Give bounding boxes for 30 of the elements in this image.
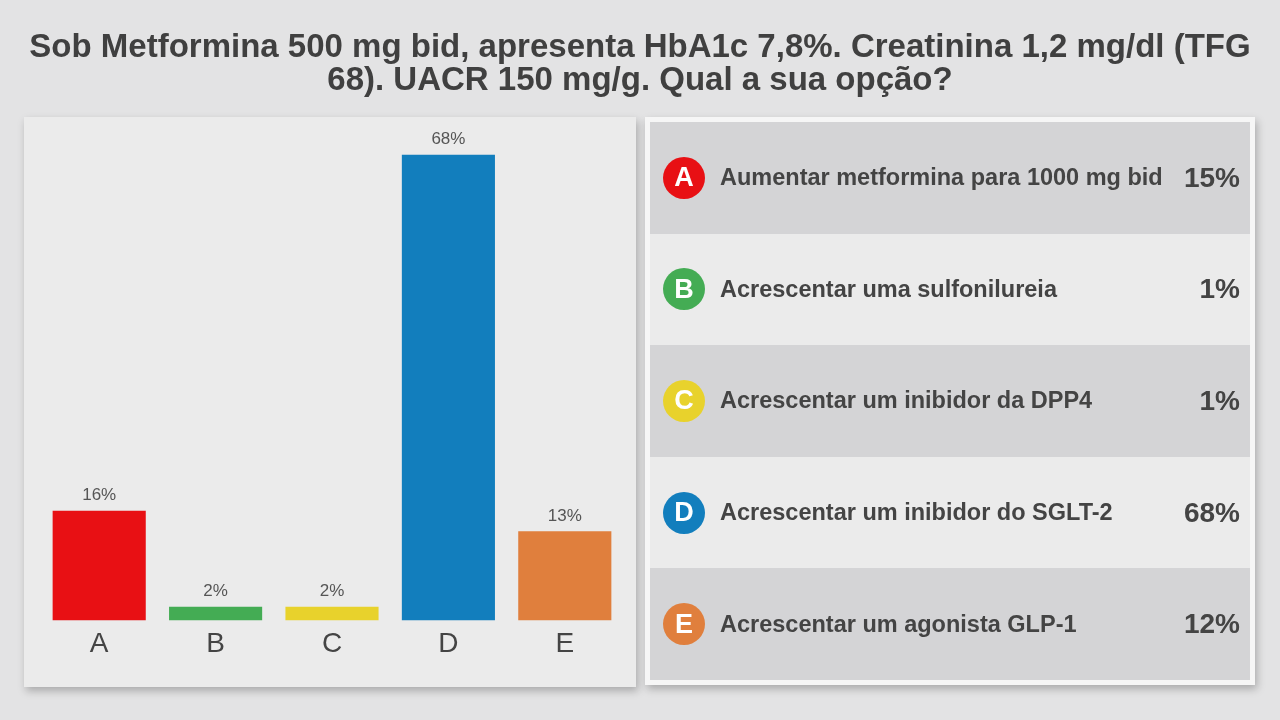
x-tick-label: A bbox=[89, 626, 109, 658]
bar bbox=[52, 510, 146, 621]
data-label: 13% bbox=[547, 505, 582, 525]
bar bbox=[285, 606, 379, 621]
x-tick-label: B bbox=[206, 626, 225, 658]
chart-title: Sob Metformina 500 mg bid, apresenta HbA1c 7,8%. Creatinina 1,2 mg/dl (TFG 68). UACR 150 mg/g. Qual a sua opção? bbox=[29, 27, 1251, 97]
category-label: A bbox=[674, 162, 694, 194]
data-label: 16% bbox=[82, 485, 117, 505]
x-tick-label: C bbox=[321, 626, 343, 658]
bar bbox=[169, 606, 263, 621]
data-label: 2% bbox=[203, 580, 228, 600]
text: 12% bbox=[1183, 608, 1240, 640]
category-label: C bbox=[674, 385, 694, 417]
x-tick-label: D bbox=[438, 626, 459, 658]
data-label: 2% bbox=[319, 580, 345, 600]
category-label: D bbox=[674, 497, 694, 529]
bar bbox=[518, 531, 612, 621]
category-label: Acrescentar uma sulfonilureia bbox=[720, 275, 1057, 302]
category-label: Acrescentar um agonista GLP-1 bbox=[720, 610, 1077, 637]
category-label: Acrescentar um inibidor do SGLT-2 bbox=[720, 499, 1113, 526]
data-label: 68% bbox=[431, 128, 466, 148]
text: 68% bbox=[1183, 496, 1240, 528]
x-tick-label: E bbox=[555, 626, 575, 658]
category-label: Aumentar metformina para 1000 mg bid bbox=[720, 164, 1163, 191]
category-label: Acrescentar um inibidor da DPP4 bbox=[720, 387, 1093, 414]
text: 1% bbox=[1199, 384, 1240, 416]
bar bbox=[401, 154, 495, 621]
category-label: B bbox=[674, 273, 694, 305]
text: 15% bbox=[1183, 161, 1240, 193]
text: 1% bbox=[1199, 273, 1240, 305]
